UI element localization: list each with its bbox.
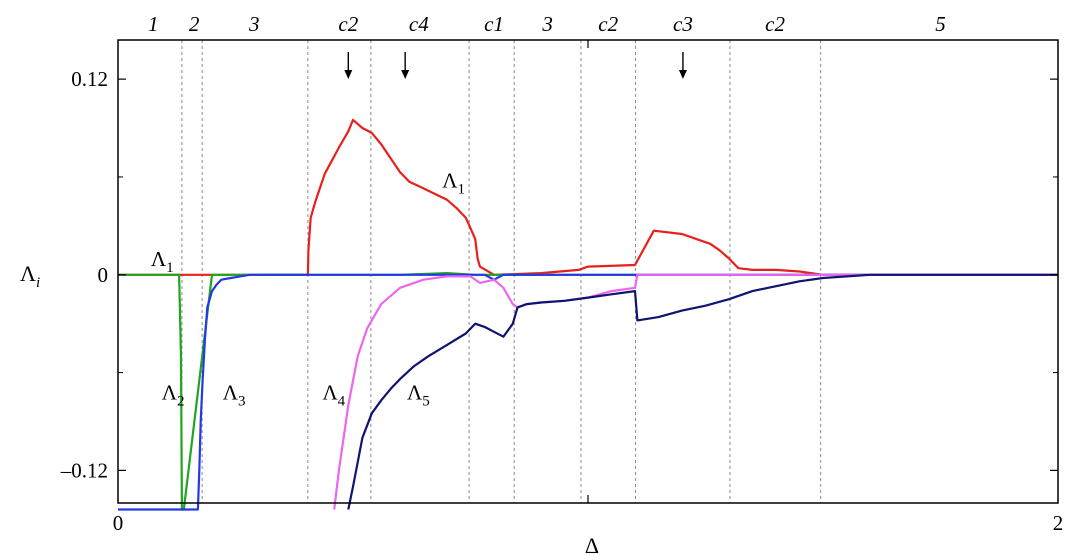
region-label: 5 xyxy=(935,12,946,36)
series-line-4 xyxy=(333,273,1058,510)
arrow-head xyxy=(678,70,687,79)
curve-label-main: Λ xyxy=(407,380,423,404)
curve-label-main: Λ xyxy=(151,247,167,271)
curve-label-main: Λ xyxy=(162,380,178,404)
series-line-2 xyxy=(118,272,1058,511)
curve-label-sub: 4 xyxy=(338,393,346,409)
y-axis-title: Λi xyxy=(20,261,40,291)
curve-label-sub: 2 xyxy=(177,393,185,409)
arrow-head xyxy=(344,70,353,79)
region-label: 2 xyxy=(189,12,200,36)
x-axis-title: Δ xyxy=(585,533,599,556)
plot-border xyxy=(117,39,1059,504)
y-tick-label: 0 xyxy=(98,263,109,287)
region-label: c2 xyxy=(765,12,785,36)
curve-label: Λ2 xyxy=(162,380,185,409)
down-arrow-icon xyxy=(344,52,353,79)
curve-label-sub: 1 xyxy=(458,182,466,198)
y-tick-label: –0.12 xyxy=(60,458,108,482)
down-arrow-icon xyxy=(678,52,687,79)
curve-label-sub: 1 xyxy=(166,260,174,276)
series-layer xyxy=(118,118,1058,511)
curve-label-main: Λ xyxy=(223,380,239,404)
curve-label: Λ3 xyxy=(223,380,246,409)
curve-label: Λ1 xyxy=(442,169,465,198)
region-boundaries xyxy=(181,40,822,503)
curve-label-sub: 5 xyxy=(422,393,430,409)
series-line-5 xyxy=(347,273,1058,510)
plot-frame xyxy=(117,39,1059,504)
curve-label: Λ5 xyxy=(407,380,430,409)
curve-label: Λ1 xyxy=(151,247,174,276)
series-line-3 xyxy=(118,273,1058,511)
axis-ticks: 0.12 0 –0.12 0 2 xyxy=(60,40,1064,535)
curve-label-main: Λ xyxy=(442,169,458,193)
series-line-1 xyxy=(118,118,1058,276)
region-label: 3 xyxy=(541,12,553,36)
x-tick-label: 2 xyxy=(1053,511,1064,535)
region-label: 1 xyxy=(148,12,159,36)
arrow-head xyxy=(401,70,410,79)
y-axis-title-main: Λ xyxy=(20,261,36,286)
arrows xyxy=(344,52,687,79)
region-label: c4 xyxy=(409,12,429,36)
region-label: c1 xyxy=(484,12,504,36)
region-label: c2 xyxy=(338,12,358,36)
region-label: c2 xyxy=(598,12,618,36)
y-axis-title-sub: i xyxy=(36,275,40,291)
curve-label-main: Λ xyxy=(322,380,338,404)
y-tick-label: 0.12 xyxy=(71,67,108,91)
x-tick-label: 0 xyxy=(113,511,124,535)
region-label: c3 xyxy=(673,12,693,36)
curve-label-sub: 3 xyxy=(238,393,246,409)
curve-label: Λ4 xyxy=(322,380,345,409)
region-label: 3 xyxy=(248,12,260,36)
down-arrow-icon xyxy=(401,52,410,79)
region-labels: 1 2 3 c2 c4 c1 3 c2 c3 c2 5 xyxy=(148,12,946,36)
